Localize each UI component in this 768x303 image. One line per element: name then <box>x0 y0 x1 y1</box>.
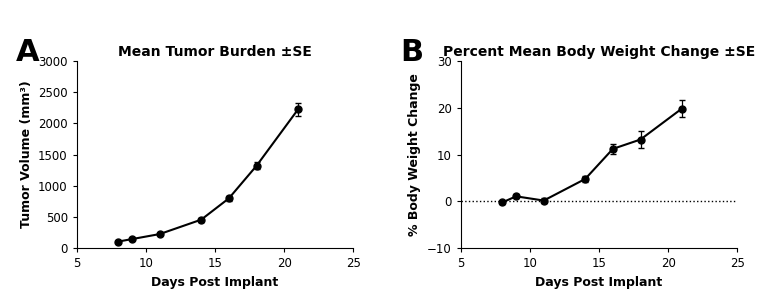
Title: Percent Mean Body Weight Change ±SE: Percent Mean Body Weight Change ±SE <box>443 45 755 59</box>
Y-axis label: % Body Weight Change: % Body Weight Change <box>409 73 422 236</box>
Title: Mean Tumor Burden ±SE: Mean Tumor Burden ±SE <box>118 45 312 59</box>
Text: A: A <box>16 38 40 67</box>
X-axis label: Days Post Implant: Days Post Implant <box>151 276 279 289</box>
Y-axis label: Tumor Volume (mm³): Tumor Volume (mm³) <box>20 81 32 228</box>
Text: B: B <box>400 38 423 67</box>
X-axis label: Days Post Implant: Days Post Implant <box>535 276 663 289</box>
